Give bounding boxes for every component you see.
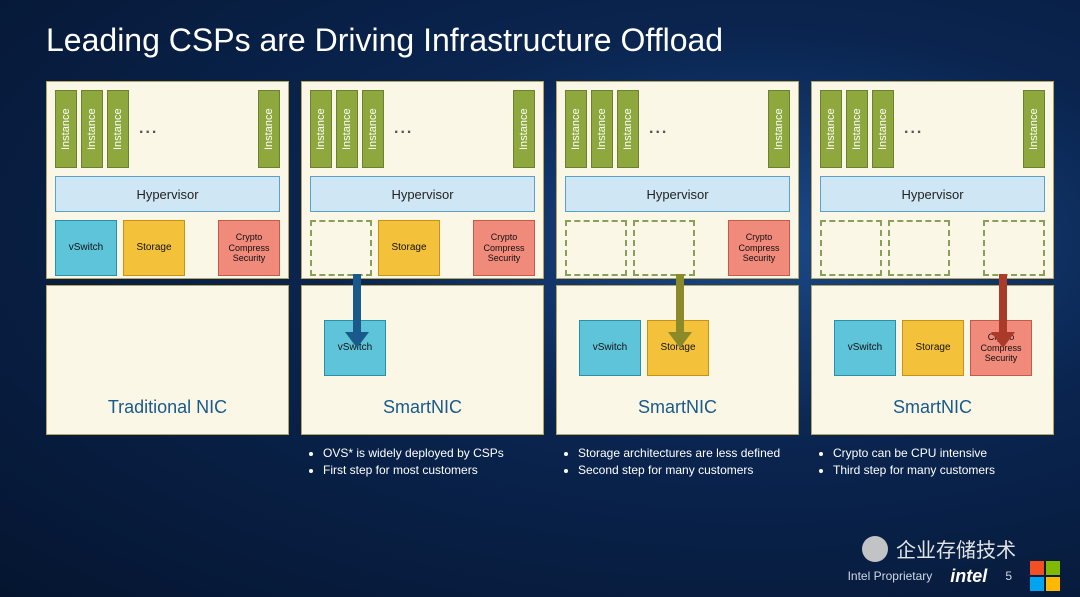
- vswitch-box: vSwitch: [834, 320, 896, 376]
- ghost-box: [983, 220, 1045, 276]
- vswitch-box: vSwitch: [55, 220, 117, 276]
- storage-box: Storage: [378, 220, 440, 276]
- column-bullets: OVS* is widely deployed by CSPsFirst ste…: [301, 435, 544, 479]
- upper-card: InstanceInstanceInstance ... Instance Hy…: [811, 81, 1054, 279]
- hypervisor-box: Hypervisor: [820, 176, 1045, 212]
- hypervisor-box: Hypervisor: [310, 176, 535, 212]
- dots: ...: [133, 120, 164, 138]
- instance-box: Instance: [362, 90, 384, 168]
- column-3: InstanceInstanceInstance ... Instance Hy…: [811, 81, 1054, 479]
- ghost-box: [633, 220, 695, 276]
- bullet-item: Storage architectures are less defined: [578, 445, 799, 462]
- storage-box: Storage: [647, 320, 709, 376]
- instance-box: Instance: [336, 90, 358, 168]
- hypervisor-box: Hypervisor: [55, 176, 280, 212]
- nic-label: SmartNIC: [820, 397, 1045, 426]
- nic-label: SmartNIC: [565, 397, 790, 426]
- instances-row: InstanceInstanceInstance ... Instance: [820, 90, 1045, 168]
- bullet-item: Second step for many customers: [578, 462, 799, 479]
- instance-box: Instance: [565, 90, 587, 168]
- upper-card: InstanceInstanceInstance ... Instance Hy…: [46, 81, 289, 279]
- instance-box: Instance: [513, 90, 535, 168]
- microsoft-squares-icon: [1030, 561, 1060, 591]
- dots: ...: [898, 120, 929, 138]
- lower-boxes-row: vSwitchStorage: [565, 294, 790, 376]
- ghost-box: [310, 220, 372, 276]
- instance-box: Instance: [846, 90, 868, 168]
- upper-boxes-row: vSwitchStorage CryptoCompressSecurity: [55, 220, 280, 276]
- crypto-box: CryptoCompressSecurity: [728, 220, 790, 276]
- columns-container: InstanceInstanceInstance ... Instance Hy…: [0, 59, 1080, 479]
- column-1: InstanceInstanceInstance ... Instance Hy…: [301, 81, 544, 479]
- crypto-box: CryptoCompressSecurity: [473, 220, 535, 276]
- footer-page: 5: [1005, 569, 1012, 583]
- vswitch-box: vSwitch: [579, 320, 641, 376]
- footer: Intel Proprietary intel 5: [848, 561, 1060, 591]
- lower-card: vSwitch SmartNIC: [301, 285, 544, 435]
- bullet-item: OVS* is widely deployed by CSPs: [323, 445, 544, 462]
- bullet-item: First step for most customers: [323, 462, 544, 479]
- watermark-text: 企业存储技术: [896, 534, 1016, 563]
- upper-card: InstanceInstanceInstance ... Instance Hy…: [556, 81, 799, 279]
- storage-box: Storage: [902, 320, 964, 376]
- instance-box: Instance: [872, 90, 894, 168]
- storage-box: Storage: [123, 220, 185, 276]
- instance-box: Instance: [81, 90, 103, 168]
- instances-row: InstanceInstanceInstance ... Instance: [565, 90, 790, 168]
- lower-boxes-row: vSwitch: [310, 294, 535, 376]
- hypervisor-box: Hypervisor: [565, 176, 790, 212]
- wechat-icon: [862, 536, 888, 562]
- instance-box: Instance: [591, 90, 613, 168]
- intel-logo: intel: [950, 566, 987, 587]
- upper-boxes-row: [820, 220, 1045, 276]
- footer-proprietary: Intel Proprietary: [848, 569, 933, 583]
- instance-box: Instance: [1023, 90, 1045, 168]
- ghost-box: [820, 220, 882, 276]
- instance-box: Instance: [107, 90, 129, 168]
- column-bullets: Crypto can be CPU intensiveThird step fo…: [811, 435, 1054, 479]
- instance-box: Instance: [310, 90, 332, 168]
- ghost-box: [565, 220, 627, 276]
- upper-boxes-row: Storage CryptoCompressSecurity: [310, 220, 535, 276]
- column-2: InstanceInstanceInstance ... Instance Hy…: [556, 81, 799, 479]
- lower-card: vSwitchStorageCryptoCompressSecurity Sma…: [811, 285, 1054, 435]
- instance-box: Instance: [820, 90, 842, 168]
- nic-label: Traditional NIC: [55, 397, 280, 426]
- slide-title: Leading CSPs are Driving Infrastructure …: [0, 0, 1080, 59]
- lower-card: Traditional NIC: [46, 285, 289, 435]
- vswitch-box: vSwitch: [324, 320, 386, 376]
- column-bullets: Storage architectures are less definedSe…: [556, 435, 799, 479]
- column-0: InstanceInstanceInstance ... Instance Hy…: [46, 81, 289, 479]
- ghost-box: [888, 220, 950, 276]
- bullet-item: Crypto can be CPU intensive: [833, 445, 1054, 462]
- instance-box: Instance: [55, 90, 77, 168]
- watermark: 企业存储技术: [862, 534, 1016, 563]
- instance-box: Instance: [258, 90, 280, 168]
- lower-boxes-row: vSwitchStorageCryptoCompressSecurity: [820, 294, 1045, 376]
- instance-box: Instance: [768, 90, 790, 168]
- instance-box: Instance: [617, 90, 639, 168]
- instances-row: InstanceInstanceInstance ... Instance: [310, 90, 535, 168]
- crypto-box: CryptoCompressSecurity: [970, 320, 1032, 376]
- upper-card: InstanceInstanceInstance ... Instance Hy…: [301, 81, 544, 279]
- upper-boxes-row: CryptoCompressSecurity: [565, 220, 790, 276]
- dots: ...: [388, 120, 419, 138]
- crypto-box: CryptoCompressSecurity: [218, 220, 280, 276]
- bullet-item: Third step for many customers: [833, 462, 1054, 479]
- lower-card: vSwitchStorage SmartNIC: [556, 285, 799, 435]
- nic-label: SmartNIC: [310, 397, 535, 426]
- dots: ...: [643, 120, 674, 138]
- instances-row: InstanceInstanceInstance ... Instance: [55, 90, 280, 168]
